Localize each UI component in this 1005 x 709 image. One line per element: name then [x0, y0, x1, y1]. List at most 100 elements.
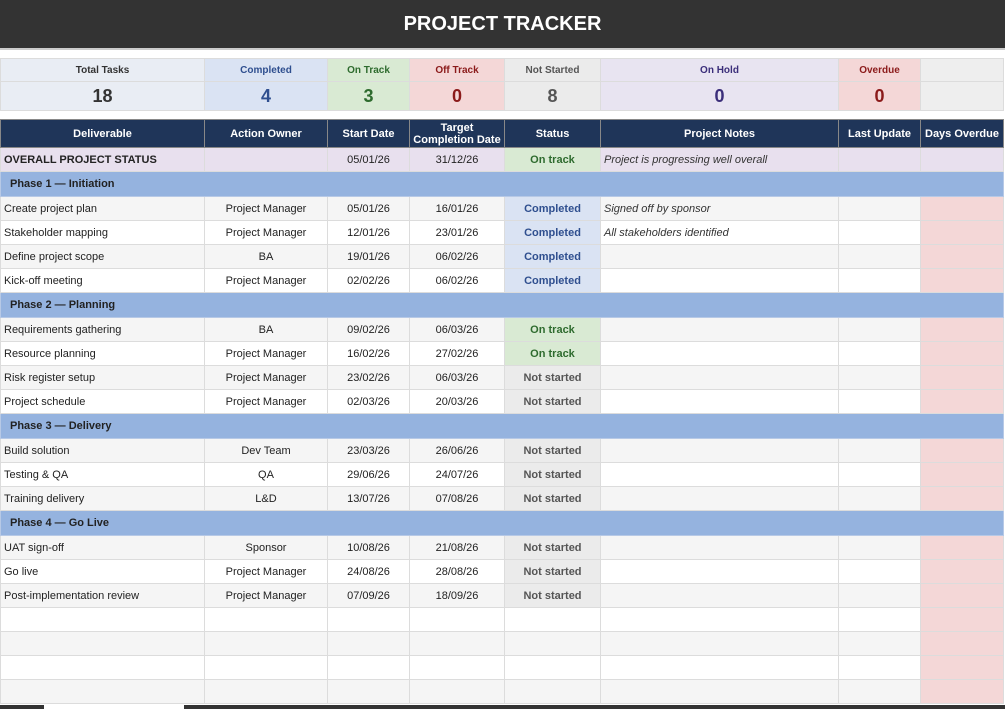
- status-cell[interactable]: Completed: [504, 244, 601, 269]
- empty-cell[interactable]: [204, 607, 328, 632]
- column-header[interactable]: Action Owner: [204, 119, 328, 148]
- target-date[interactable]: 18/09/26: [409, 583, 505, 608]
- owner-cell[interactable]: L&D: [204, 486, 328, 511]
- last-update[interactable]: [838, 268, 921, 293]
- deliverable-cell[interactable]: Project schedule: [0, 389, 205, 414]
- last-update[interactable]: [838, 317, 921, 342]
- empty-cell[interactable]: [327, 607, 410, 632]
- deliverable-cell[interactable]: Resource planning: [0, 341, 205, 366]
- last-update[interactable]: [838, 389, 921, 414]
- notes-cell[interactable]: [600, 244, 839, 269]
- empty-cell[interactable]: [838, 655, 921, 680]
- column-header[interactable]: Status: [504, 119, 601, 148]
- target-date[interactable]: 16/01/26: [409, 196, 505, 221]
- status-cell[interactable]: Not started: [504, 462, 601, 487]
- last-update[interactable]: [838, 438, 921, 463]
- empty-cell[interactable]: [838, 679, 921, 704]
- empty-cell[interactable]: [504, 679, 601, 704]
- last-update[interactable]: [838, 462, 921, 487]
- deliverable-cell[interactable]: Requirements gathering: [0, 317, 205, 342]
- empty-cell[interactable]: [920, 631, 1004, 656]
- last-update[interactable]: [838, 583, 921, 608]
- owner-cell[interactable]: Project Manager: [204, 389, 328, 414]
- days-overdue[interactable]: [920, 438, 1004, 463]
- start-date[interactable]: 05/01/26: [327, 147, 410, 172]
- status-cell[interactable]: Completed: [504, 196, 601, 221]
- days-overdue[interactable]: [920, 268, 1004, 293]
- start-date[interactable]: 07/09/26: [327, 583, 410, 608]
- notes-cell[interactable]: [600, 486, 839, 511]
- notes-cell[interactable]: [600, 389, 839, 414]
- days-overdue[interactable]: [920, 341, 1004, 366]
- notes-cell[interactable]: Project is progressing well overall: [600, 147, 839, 172]
- empty-cell[interactable]: [920, 655, 1004, 680]
- days-overdue[interactable]: [920, 583, 1004, 608]
- empty-cell[interactable]: [504, 607, 601, 632]
- target-date[interactable]: 06/03/26: [409, 317, 505, 342]
- target-date[interactable]: 23/01/26: [409, 220, 505, 245]
- last-update[interactable]: [838, 486, 921, 511]
- column-header[interactable]: Deliverable: [0, 119, 205, 148]
- last-update[interactable]: [838, 535, 921, 560]
- owner-cell[interactable]: Project Manager: [204, 559, 328, 584]
- owner-cell[interactable]: Project Manager: [204, 341, 328, 366]
- deliverable-cell[interactable]: Training delivery: [0, 486, 205, 511]
- target-date[interactable]: 06/03/26: [409, 365, 505, 390]
- column-header[interactable]: Last Update: [838, 119, 921, 148]
- target-date[interactable]: 07/08/26: [409, 486, 505, 511]
- empty-cell[interactable]: [204, 655, 328, 680]
- empty-cell[interactable]: [327, 679, 410, 704]
- status-cell[interactable]: Not started: [504, 583, 601, 608]
- days-overdue[interactable]: [920, 220, 1004, 245]
- start-date[interactable]: 09/02/26: [327, 317, 410, 342]
- days-overdue[interactable]: [920, 535, 1004, 560]
- empty-cell[interactable]: [920, 607, 1004, 632]
- target-date[interactable]: 21/08/26: [409, 535, 505, 560]
- empty-cell[interactable]: [0, 631, 205, 656]
- target-date[interactable]: 26/06/26: [409, 438, 505, 463]
- empty-cell[interactable]: [838, 607, 921, 632]
- target-date[interactable]: 20/03/26: [409, 389, 505, 414]
- days-overdue[interactable]: [920, 559, 1004, 584]
- target-date[interactable]: 24/07/26: [409, 462, 505, 487]
- target-date[interactable]: 31/12/26: [409, 147, 505, 172]
- start-date[interactable]: 12/01/26: [327, 220, 410, 245]
- status-cell[interactable]: Completed: [504, 268, 601, 293]
- target-date[interactable]: 27/02/26: [409, 341, 505, 366]
- empty-cell[interactable]: [838, 631, 921, 656]
- notes-cell[interactable]: [600, 365, 839, 390]
- notes-cell[interactable]: [600, 535, 839, 560]
- notes-cell[interactable]: [600, 559, 839, 584]
- deliverable-cell[interactable]: Risk register setup: [0, 365, 205, 390]
- empty-cell[interactable]: [0, 607, 205, 632]
- status-cell[interactable]: Not started: [504, 486, 601, 511]
- empty-cell[interactable]: [504, 655, 601, 680]
- empty-cell[interactable]: [600, 631, 839, 656]
- owner-cell[interactable]: Sponsor: [204, 535, 328, 560]
- start-date[interactable]: 24/08/26: [327, 559, 410, 584]
- start-date[interactable]: 29/06/26: [327, 462, 410, 487]
- start-date[interactable]: 23/02/26: [327, 365, 410, 390]
- last-update[interactable]: [838, 196, 921, 221]
- notes-cell[interactable]: [600, 317, 839, 342]
- status-cell[interactable]: Not started: [504, 559, 601, 584]
- days-overdue[interactable]: [920, 147, 1004, 172]
- empty-cell[interactable]: [0, 655, 205, 680]
- start-date[interactable]: 16/02/26: [327, 341, 410, 366]
- deliverable-cell[interactable]: Stakeholder mapping: [0, 220, 205, 245]
- last-update[interactable]: [838, 559, 921, 584]
- last-update[interactable]: [838, 244, 921, 269]
- overall-label[interactable]: OVERALL PROJECT STATUS: [0, 147, 205, 172]
- last-update[interactable]: [838, 220, 921, 245]
- notes-cell[interactable]: Signed off by sponsor: [600, 196, 839, 221]
- notes-cell[interactable]: [600, 583, 839, 608]
- empty-cell[interactable]: [0, 679, 205, 704]
- status-cell[interactable]: Not started: [504, 438, 601, 463]
- owner-cell[interactable]: Project Manager: [204, 196, 328, 221]
- owner-cell[interactable]: Project Manager: [204, 268, 328, 293]
- days-overdue[interactable]: [920, 365, 1004, 390]
- deliverable-cell[interactable]: Go live: [0, 559, 205, 584]
- target-date[interactable]: 06/02/26: [409, 268, 505, 293]
- empty-cell[interactable]: [600, 607, 839, 632]
- status-cell[interactable]: Not started: [504, 535, 601, 560]
